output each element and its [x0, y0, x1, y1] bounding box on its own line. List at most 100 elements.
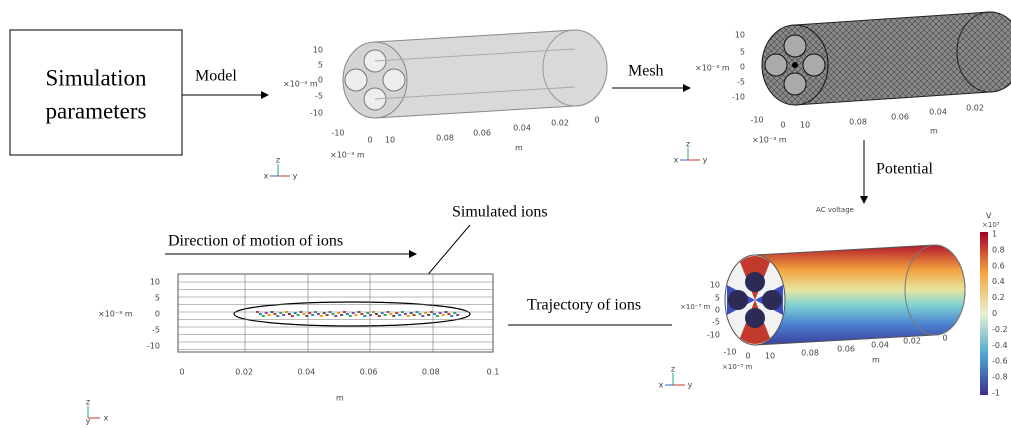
ion	[427, 314, 430, 316]
axis-letter: y	[86, 417, 91, 426]
tick-label: -10	[147, 342, 160, 351]
axis-letter: x	[264, 172, 269, 181]
ion	[291, 315, 294, 317]
tick-label: 0	[745, 352, 750, 361]
tick-label: -10	[723, 348, 736, 357]
tick-label: 5	[740, 48, 745, 57]
tick-label: 0.2	[992, 293, 1005, 302]
tick-label: -10	[750, 116, 763, 125]
tick-label: 0.4	[992, 277, 1005, 286]
ion	[413, 314, 416, 316]
unit-label: ×10⁻³ m	[722, 363, 752, 371]
ion	[389, 313, 392, 315]
ion	[363, 315, 366, 317]
tick-label: 1	[992, 230, 997, 239]
ion	[421, 315, 424, 317]
tick-label: 0.04	[297, 368, 315, 377]
tick-label: 0	[740, 63, 745, 72]
ion	[340, 314, 343, 316]
tick-label: 0	[594, 116, 599, 125]
unit-label: ×10⁻³ m	[330, 151, 365, 160]
tick-label: 0.02	[966, 104, 984, 113]
tick-label: -10	[310, 109, 323, 118]
axis-label: m	[336, 394, 344, 403]
tick-label: 0.08	[422, 368, 440, 377]
tick-label: 0	[318, 76, 323, 85]
model-cylinder	[343, 30, 607, 118]
tick-label: 5	[318, 61, 323, 70]
ion	[282, 314, 285, 316]
tick-label: 0.02	[235, 368, 253, 377]
axis-letter: y	[293, 172, 298, 181]
ion	[355, 314, 358, 316]
unit-label: ×10⁻³ m	[680, 303, 710, 311]
diagram-canvas: Simulation parameters Model Mesh Potenti…	[0, 0, 1011, 428]
potential-cylinder	[725, 245, 965, 345]
tick-label: 0	[942, 334, 947, 343]
ion	[384, 314, 387, 316]
ion	[268, 314, 271, 316]
ion	[418, 313, 421, 315]
arrow-label: Direction of motion of ions	[168, 233, 343, 250]
ion	[273, 313, 276, 315]
tick-label: 0.06	[473, 129, 491, 138]
ion	[433, 313, 436, 315]
tick-label: 10	[765, 352, 775, 361]
tick-label: -5	[152, 326, 160, 335]
box-text: parameters	[46, 98, 147, 123]
tick-label: -0.8	[992, 373, 1008, 382]
tick-label: -5	[737, 78, 745, 87]
tick-label: 5	[155, 294, 160, 303]
tick-label: -0.4	[992, 341, 1008, 350]
colorbar	[980, 232, 988, 395]
ion	[375, 313, 378, 315]
tick-label: 0.1	[487, 368, 500, 377]
axis-label: m	[930, 127, 938, 136]
ion	[450, 315, 453, 317]
axis-letter: x	[659, 381, 664, 390]
ion	[346, 313, 349, 315]
tick-label: 0.06	[891, 113, 909, 122]
unit-label: ×10⁻³ m	[752, 136, 787, 145]
tick-label: 0.02	[551, 119, 569, 128]
ion	[398, 314, 401, 316]
tick-label: 0.08	[436, 134, 454, 143]
tick-label: 0.04	[929, 108, 947, 117]
ion	[369, 314, 372, 316]
box-text: Simulation	[46, 65, 147, 90]
ion	[447, 313, 450, 315]
diagram: Simulation parameters Model Mesh Potenti…	[0, 0, 1011, 428]
colorbar-scale: ×10³	[982, 221, 1000, 229]
colorbar-unit: V	[986, 212, 992, 221]
arrow-label: Trajectory of ions	[527, 297, 641, 314]
tick-label: 0	[715, 306, 720, 315]
ion	[436, 315, 439, 317]
tick-label: 0.8	[992, 245, 1005, 254]
tick-label: 0.04	[871, 341, 889, 350]
ion	[404, 313, 407, 315]
ion	[320, 315, 323, 317]
ion	[311, 314, 314, 316]
tick-label: 0	[179, 368, 184, 377]
tick-label: -10	[732, 93, 745, 102]
tick-label: 0.04	[513, 124, 531, 133]
tick-label: -1	[992, 389, 1000, 398]
arrow-label: Simulated ions	[452, 204, 548, 221]
tick-label: 0.06	[837, 345, 855, 354]
axis-letter: z	[276, 156, 280, 165]
ion	[378, 315, 381, 317]
ion	[349, 315, 352, 317]
axis-letter: x	[104, 414, 109, 423]
unit-label: ×10⁻³ m	[695, 64, 730, 73]
axis-label: ×10⁻³ m	[98, 310, 133, 319]
axis-letter: z	[671, 365, 675, 374]
ion	[456, 314, 459, 316]
tick-label: 10	[710, 281, 720, 290]
tick-label: 10	[385, 136, 395, 145]
axis-label: m	[515, 144, 523, 153]
tick-label: 0.08	[849, 118, 867, 127]
arrow-label: Mesh	[628, 63, 664, 80]
unit-label: ×10⁻³ m	[283, 80, 318, 89]
axis-label: m	[872, 356, 880, 365]
ion	[297, 314, 300, 316]
